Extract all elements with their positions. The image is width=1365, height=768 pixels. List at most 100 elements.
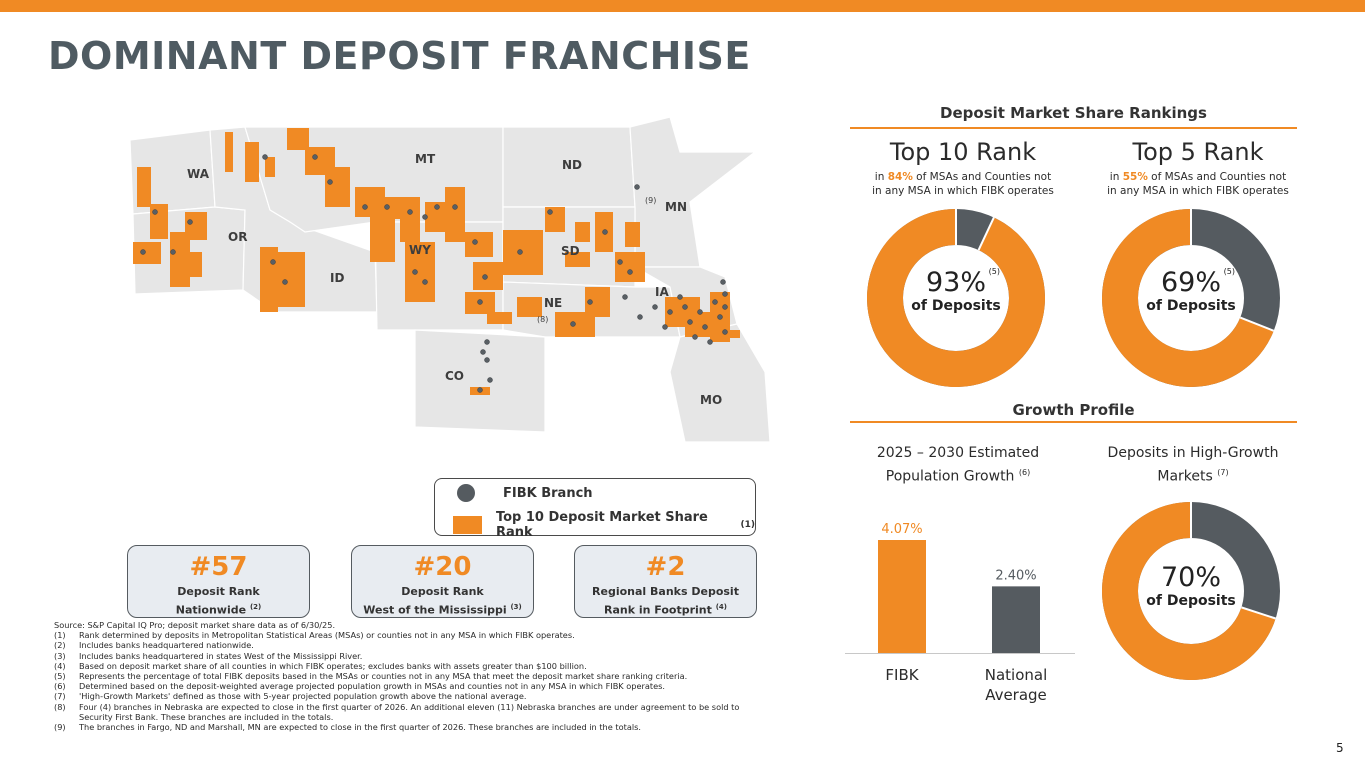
bar-value-label: 2.40%	[995, 568, 1036, 583]
footnote-text: Includes banks headquartered in states W…	[79, 650, 363, 661]
label-mo: MO	[700, 393, 722, 407]
bar-value-label: 4.07%	[881, 522, 922, 537]
top10-donut: 93% (5) of Deposits	[867, 209, 1045, 387]
orange-square-icon	[453, 516, 482, 534]
rank-label-line1: Deposit Rank	[401, 585, 484, 598]
rankings-rule	[850, 127, 1297, 129]
footnote-number: (8)	[54, 701, 66, 712]
footprint-map: WA MT ND MN OR ID WY SD NE IA CO MO (9) …	[125, 112, 775, 452]
bar-category-label: National	[985, 666, 1048, 684]
bar-national-average	[992, 586, 1040, 653]
footnote-item: (6) Determined based on the deposit-weigh…	[54, 681, 744, 691]
rank-box-west: #20 Deposit Rank West of the Mississippi…	[351, 545, 534, 618]
rank-box-nationwide: #57 Deposit Rank Nationwide (2)	[127, 545, 310, 618]
rank-label-line1: Regional Banks Deposit	[592, 585, 739, 598]
top10-title: Top 10 Rank	[889, 138, 1037, 166]
footnote-text: Based on deposit market share of all cou…	[79, 660, 587, 671]
map-legend: FIBK Branch Top 10 Deposit Market Share …	[434, 478, 756, 540]
label-wy: WY	[409, 243, 431, 257]
state-labels: WA MT ND MN OR ID WY SD NE IA CO MO (9) …	[187, 152, 722, 407]
top-accent-bar	[0, 0, 1365, 12]
rank-value: #57	[189, 552, 248, 582]
bar-category-label: Average	[985, 686, 1047, 704]
rank-label-line1: Deposit Rank	[177, 585, 260, 598]
legend-branch-label: FIBK Branch	[503, 485, 593, 501]
note-8: (8)	[537, 315, 548, 324]
population-growth-chart: 4.07% FIBK 2.40% National Average	[845, 500, 1075, 710]
rank-label-line2: Rank in Footprint (4)	[603, 603, 728, 617]
branch-dots	[140, 154, 728, 393]
rank-value: #2	[645, 552, 686, 582]
footnote-number: (9)	[54, 722, 66, 733]
footnote-item: (4) Based on deposit market share of all …	[54, 661, 744, 671]
page-number: 5	[1336, 741, 1344, 755]
high-growth-donut-value: 70%	[1160, 562, 1221, 593]
label-co: CO	[445, 369, 464, 383]
footnote-text: 'High-Growth Markets' defined as those w…	[79, 691, 527, 702]
rank-label-line2: Nationwide (2)	[175, 603, 262, 617]
footnote-item: (9) The branches in Fargo, ND and Marshal…	[54, 722, 744, 732]
footnote-number: (7)	[54, 691, 66, 702]
footnote-number: (4)	[54, 660, 66, 671]
top5-donut: 69% (5) of Deposits	[1102, 209, 1280, 387]
rankings-header: Deposit Market Share Rankings	[940, 104, 1207, 122]
footnote-text: Four (4) branches in Nebraska are expect…	[79, 701, 740, 722]
footnote-number: (2)	[54, 640, 66, 651]
high-growth-donut: 70% of Deposits	[1102, 502, 1280, 680]
page-title: DOMINANT DEPOSIT FRANCHISE	[48, 34, 751, 78]
top5-donut-value: 69% (5)	[1160, 267, 1235, 298]
rank-value: #20	[413, 552, 472, 582]
legend-rank-row: Top 10 Deposit Market Share Rank (1)	[453, 510, 755, 540]
footnote-text: The branches in Fargo, ND and Marshall, …	[79, 722, 641, 733]
label-ia: IA	[655, 285, 669, 299]
high-growth-donut-label: of Deposits	[1146, 593, 1236, 609]
legend-branch-row: FIBK Branch	[453, 484, 593, 502]
label-mt: MT	[415, 152, 436, 166]
top5-title: Top 5 Rank	[1132, 138, 1264, 166]
footnotes: Source: S&P Capital IQ Pro; deposit mark…	[54, 620, 744, 732]
label-wa: WA	[187, 167, 210, 181]
footnote-number: (3)	[54, 650, 66, 661]
top5-donut-label: of Deposits	[1146, 298, 1236, 314]
footnote-number: (1)	[54, 630, 66, 641]
footnote-number: (6)	[54, 681, 66, 692]
footnote-item: (8) Four (4) branches in Nebraska are exp…	[54, 702, 744, 722]
state-mo	[669, 323, 771, 443]
legend-rank-label: Top 10 Deposit Market Share Rank	[495, 510, 708, 540]
footnote-text: Determined based on the deposit-weighted…	[79, 681, 666, 692]
top5-donut-slice-separator	[1239, 316, 1275, 332]
label-or: OR	[228, 230, 247, 244]
footnote-item: (3) Includes banks headquartered in state…	[54, 651, 744, 661]
footnote-item: (7) 'High-Growth Markets' defined as thos…	[54, 691, 744, 701]
footnote-source: Source: S&P Capital IQ Pro; deposit mark…	[54, 620, 336, 630]
footnote-item: (5) Represents the percentage of total FI…	[54, 671, 744, 681]
high-growth-title: Deposits in High-Growth Markets (7)	[1107, 445, 1279, 485]
growth-header: Growth Profile	[850, 401, 1297, 419]
footnote-number: (5)	[54, 671, 66, 682]
state-mn	[629, 116, 757, 268]
rank-label-line2: West of the Mississippi (3)	[363, 603, 522, 617]
label-sd: SD	[561, 244, 580, 258]
growth-rule	[850, 421, 1297, 423]
legend-rank-note: (1)	[740, 520, 756, 530]
top10-donut-slice-separator	[977, 217, 995, 251]
top10-subtitle: in 84% of MSAs and Counties not in any M…	[872, 171, 1054, 197]
branch-dot-icon	[457, 484, 475, 502]
label-id: ID	[330, 271, 344, 285]
footnote-text: Represents the percentage of total FIBK …	[79, 671, 688, 682]
bar-fibk	[878, 540, 926, 653]
label-mn: MN	[665, 200, 687, 214]
footnote-text: Includes banks headquartered nationwide.	[79, 640, 254, 651]
footnote-text: Rank determined by deposits in Metropoli…	[79, 630, 575, 641]
high-growth-donut-slice-separator	[1241, 606, 1276, 620]
top10-donut-value: 93% (5)	[925, 267, 1000, 298]
footnote-item: (2) Includes banks headquartered nationwi…	[54, 640, 744, 650]
label-ne: NE	[544, 296, 562, 310]
footnote-item: (1) Rank determined by deposits in Metrop…	[54, 630, 744, 640]
state-co	[414, 329, 546, 433]
top10-donut-label: of Deposits	[911, 298, 1001, 314]
pop-growth-title: 2025 – 2030 Estimated Population Growth (…	[876, 445, 1040, 485]
bar-category-label: FIBK	[885, 666, 919, 684]
note-9: (9)	[645, 196, 656, 205]
top5-subtitle: in 55% of MSAs and Counties not in any M…	[1107, 171, 1289, 197]
